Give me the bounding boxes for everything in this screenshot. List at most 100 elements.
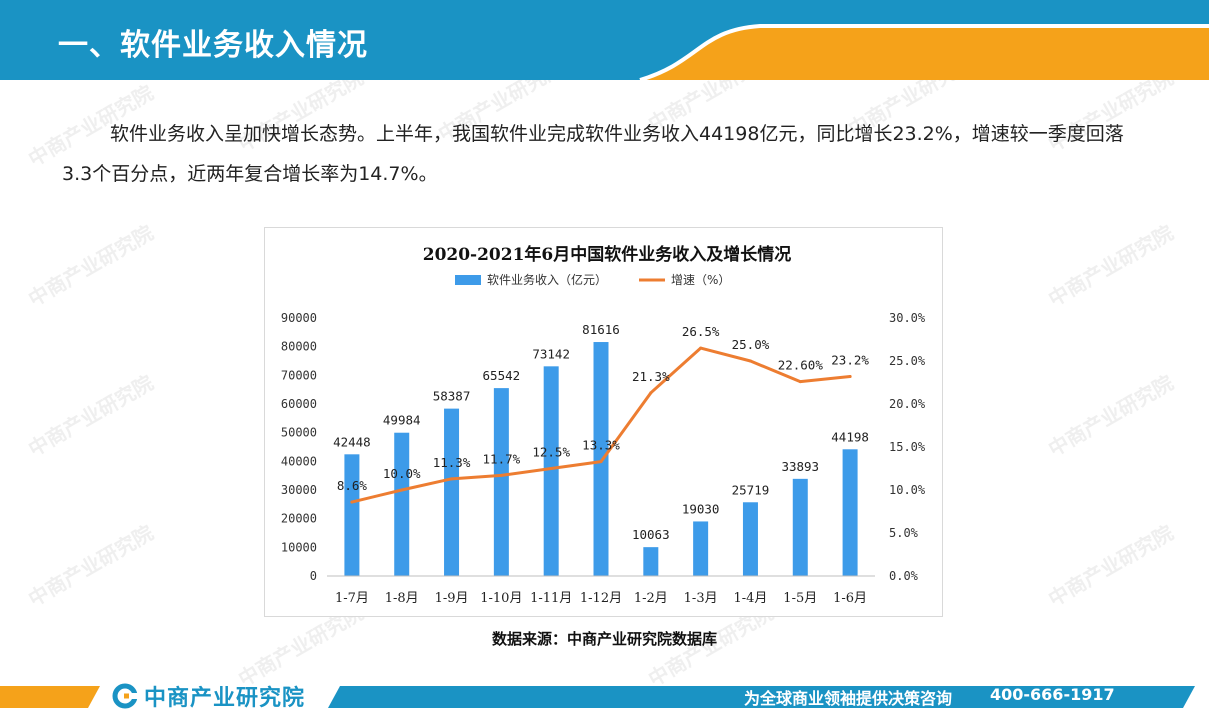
bar <box>742 502 758 576</box>
line-label: 12.5% <box>532 445 570 460</box>
bar-label: 65542 <box>483 368 521 383</box>
line-point <box>450 477 454 481</box>
x-tick-label: 1-6月 <box>833 591 867 606</box>
chart-frame: 2020-2021年6月中国软件业务收入及增长情况 软件业务收入（亿元） 增速（… <box>264 227 943 617</box>
line-label: 13.3% <box>582 438 620 453</box>
bar-data-labels: 42448 49984 58387 65542 73142 81616 10063 19030… <box>333 322 869 542</box>
logo-mark-icon <box>112 683 138 709</box>
bar-label: 81616 <box>582 322 620 337</box>
logo-text: 中商产业研究院 <box>144 686 306 711</box>
line-label: 25.0% <box>732 337 770 352</box>
line-point <box>748 359 752 363</box>
y-tick-left: 80000 <box>281 340 317 354</box>
company-logo: 中商产业研究院 <box>112 683 306 711</box>
y-tick-right: 25.0% <box>889 354 926 368</box>
y-tick-left: 0 <box>310 569 317 583</box>
header-banner: 一、软件业务收入情况 <box>0 0 1209 80</box>
bar-label: 10063 <box>632 527 670 542</box>
intro-paragraph: 软件业务收入呈加快增长态势。上半年，我国软件业完成软件业务收入44198亿元，同… <box>62 123 1124 185</box>
legend-swatch-bar <box>455 275 481 285</box>
bar <box>693 521 709 576</box>
y-tick-right: 20.0% <box>889 397 926 411</box>
y-tick-left: 50000 <box>281 426 317 440</box>
y-tick-left: 20000 <box>281 512 317 526</box>
line-label: 23.2% <box>831 352 869 367</box>
footer-phone: 400-666-1917 <box>990 685 1115 704</box>
y-tick-left: 70000 <box>281 368 317 382</box>
page-title: 一、软件业务收入情况 <box>58 28 368 63</box>
x-tick-label: 1-8月 <box>385 591 419 606</box>
x-tick-label: 1-7月 <box>335 591 369 606</box>
bar-label: 73142 <box>532 346 570 361</box>
footer-background <box>0 686 1195 708</box>
y-tick-right: 5.0% <box>889 526 919 540</box>
y-tick-left: 40000 <box>281 454 317 468</box>
x-tick-label: 1-5月 <box>783 591 817 606</box>
watermark: 中商产业研究院 <box>1044 520 1178 612</box>
bar <box>842 449 858 576</box>
combo-chart: 2020-2021年6月中国软件业务收入及增长情况 软件业务收入（亿元） 增速（… <box>281 244 926 606</box>
watermark: 中商产业研究院 <box>24 520 158 612</box>
line-point <box>499 473 503 477</box>
x-tick-label: 1-11月 <box>530 591 572 606</box>
x-tick-label: 1-9月 <box>435 591 469 606</box>
x-tick-label: 1-10月 <box>480 591 522 606</box>
line-series <box>350 346 852 504</box>
bar <box>593 342 609 576</box>
y-tick-left: 90000 <box>281 311 317 325</box>
watermark: 中商产业研究院 <box>24 220 158 312</box>
y-tick-left: 10000 <box>281 540 317 554</box>
chart-legend: 软件业务收入（亿元） 增速（%） <box>455 272 730 287</box>
x-tick-label: 1-3月 <box>684 591 718 606</box>
bar-label: 58387 <box>433 389 471 404</box>
line-label: 11.3% <box>433 455 471 470</box>
y-tick-right: 0.0% <box>889 569 919 583</box>
watermark: 中商产业研究院 <box>24 370 158 462</box>
line-label: 11.7% <box>483 451 521 466</box>
y-tick-right: 30.0% <box>889 311 926 325</box>
line-point <box>549 467 553 470</box>
line-point <box>699 346 703 350</box>
bar <box>344 454 360 576</box>
chart-title: 2020-2021年6月中国软件业务收入及增长情况 <box>423 244 792 265</box>
line-point <box>649 391 653 395</box>
y-tick-left: 30000 <box>281 483 317 497</box>
y-tick-right: 10.0% <box>889 483 926 497</box>
header-background <box>0 0 1209 80</box>
watermark: 中商产业研究院 <box>1044 370 1178 462</box>
line-point <box>350 500 354 504</box>
x-tick-label: 1-2月 <box>634 591 668 606</box>
footer-slogan: 为全球商业领袖提供决策咨询 <box>744 689 953 708</box>
bar-label: 49984 <box>383 413 421 428</box>
x-tick-label: 1-12月 <box>580 591 622 606</box>
line-label: 21.3% <box>632 369 670 384</box>
line-data-labels: 8.6% 10.0% 11.3% 11.7% 12.5% 13.3% 21.3% 26.5% 2… <box>337 324 870 493</box>
bar-label: 42448 <box>333 434 371 449</box>
bar <box>643 547 659 576</box>
line-label: 26.5% <box>682 324 720 339</box>
line-point <box>798 380 802 384</box>
bar-label: 44198 <box>831 429 869 444</box>
bar-label: 33893 <box>781 459 819 474</box>
y-axis-left: 0 10000 20000 30000 40000 50000 60000 70000 8000… <box>281 311 317 583</box>
line-point <box>848 374 852 378</box>
watermark: 中商产业研究院 <box>1044 220 1178 312</box>
line-label: 22.60% <box>778 358 824 373</box>
line-point <box>400 488 404 492</box>
legend-label-growth: 增速（%） <box>671 273 730 287</box>
bar <box>792 478 808 576</box>
bar <box>394 432 410 576</box>
x-tick-label: 1-4月 <box>733 591 767 606</box>
bar <box>493 388 509 576</box>
y-axis-right: 0.0% 5.0% 10.0% 15.0% 20.0% 25.0% 30.0% <box>889 311 926 583</box>
x-axis-labels: 1-7月 1-8月 1-9月 1-10月 1-11月 1-12月 1-2月 1-3月 1-4月 1… <box>335 591 867 606</box>
bar-label: 19030 <box>682 501 720 516</box>
bar-label: 25719 <box>732 482 770 497</box>
bar <box>543 366 559 576</box>
line-label: 8.6% <box>337 478 368 493</box>
data-source: 数据来源：中商产业研究院数据库 <box>491 630 717 648</box>
line-label: 10.0% <box>383 466 421 481</box>
legend-label-revenue: 软件业务收入（亿元） <box>487 272 607 287</box>
bar <box>444 408 460 576</box>
y-tick-right: 15.0% <box>889 440 926 454</box>
